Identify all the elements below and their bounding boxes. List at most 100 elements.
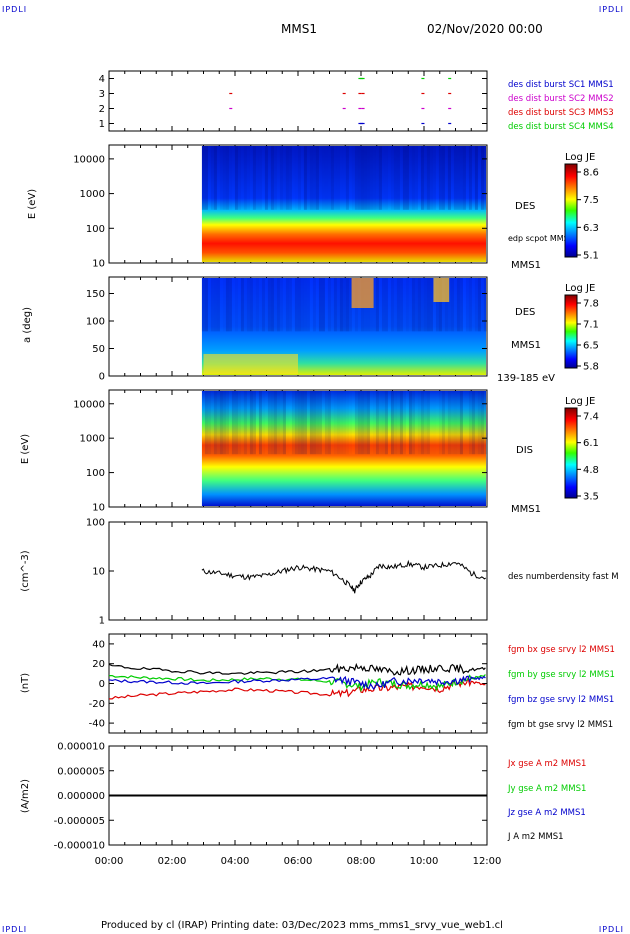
burst-mark [358, 122, 362, 125]
des-energy-strip [339, 146, 343, 210]
dis-energy-strip [219, 391, 223, 455]
des-pitch-strip [249, 278, 253, 332]
burst-panel-frame [108, 70, 488, 132]
des-pitch-strip [312, 278, 316, 332]
des-energy-strip [451, 146, 454, 210]
burst-mark [448, 77, 452, 80]
dis-energy-strip [396, 391, 400, 455]
burst-mark [448, 122, 452, 125]
des-pitch-strip [342, 278, 346, 332]
density-legend-label: des numberdensity fast M [508, 572, 619, 582]
des-pitch-y-tick-label: 150 [86, 289, 105, 300]
des-pitch-warm-patch [351, 278, 374, 308]
des-energy-strip [213, 146, 217, 210]
current-y-tick-label: 0.000000 [57, 791, 105, 802]
dis-energy-y-tick-label: 1000 [80, 434, 105, 445]
des-energy-strip [204, 146, 208, 210]
burst-legend-label: des dist burst SC3 MMS3 [508, 108, 614, 118]
des-pitch-strip [285, 278, 289, 332]
des-pitch-strip [345, 278, 349, 332]
des-pitch-strip [288, 278, 292, 332]
des-energy-strip [276, 146, 280, 210]
dis-energy-strip [303, 391, 307, 455]
dis-energy-colorbar-tick-label: 7.4 [583, 412, 599, 423]
des-pitch-strip [222, 278, 226, 332]
bfield-y-tick-label: 40 [92, 639, 105, 650]
current-y-tick-label: -0.000010 [54, 841, 105, 852]
des-pitch-strip [390, 278, 394, 332]
des-pitch-colorbar-tick-label: 7.1 [583, 320, 599, 331]
des-energy-strip [483, 146, 487, 210]
density-y-tick-label: 10 [92, 567, 105, 578]
burst-mark [342, 92, 346, 95]
des-pitch-strip [477, 278, 481, 332]
bfield-y-tick-label: -20 [89, 699, 105, 710]
dis-energy-strip [354, 391, 358, 455]
des-energy-strip [246, 146, 250, 210]
des-energy-strip [418, 146, 421, 210]
current-y-label: (A/m2) [20, 779, 31, 813]
des-energy-strip [411, 146, 415, 210]
density-frame [108, 521, 488, 621]
bfield-y-tick-label: 0 [99, 679, 105, 690]
dis-energy-y-tick-label: 10 [92, 503, 105, 514]
dis-energy-strip [393, 391, 397, 455]
des-energy-strip [349, 146, 352, 210]
des-energy-strip [438, 146, 442, 210]
des-pitch-strip [201, 278, 205, 332]
footer-credits: Produced by cl (IRAP) Printing date: 03/… [101, 920, 503, 931]
current-legend-label: Jx gse A m2 MMS1 [507, 759, 586, 769]
des-energy-strip [342, 146, 346, 210]
des-energy-strip [306, 146, 310, 210]
des-pitch-strip [459, 278, 463, 332]
des-pitch-strip [435, 278, 439, 332]
des-pitch-strip [468, 278, 472, 332]
des-energy-strip [279, 146, 283, 210]
des-pitch-strip [384, 278, 388, 332]
edp-scpot-label: edp scpot MMS1 [508, 234, 574, 243]
des-pitch-strip [388, 278, 391, 331]
des-energy-strip [252, 146, 256, 210]
des-energy-y-tick-label: 100 [86, 224, 105, 235]
burst-mark [358, 107, 362, 110]
burst-legend-label: des dist burst SC2 MMS2 [508, 94, 614, 104]
burst-mark [229, 107, 233, 110]
dis-energy-strip [321, 391, 325, 455]
burst-mark [360, 77, 363, 80]
des-energy-strip [267, 146, 271, 210]
burst-mark [421, 122, 425, 125]
dis-energy-strip [330, 391, 334, 455]
bfield-legend-label: fgm bx gse srvy l2 MMS1 [508, 645, 615, 655]
corner-mark-top-right: IPDLI [598, 5, 624, 14]
des-pitch-strip [327, 278, 331, 332]
des-energy-y-tick-label: 10000 [73, 154, 105, 165]
des-energy-strip [456, 146, 460, 210]
des-pitch-strip [423, 278, 427, 332]
density-y-tick-label: 100 [86, 518, 105, 529]
burst-y-tick-label: 2 [99, 104, 105, 115]
x-tick-label: 02:00 [158, 856, 187, 867]
des-energy-colorbar-tick-label: 6.3 [583, 223, 599, 234]
des-energy-strip [336, 146, 340, 210]
des-energy-strip [303, 146, 307, 210]
des-pitch-strip [243, 278, 247, 332]
des-pitch-energy-range: 139-185 eV [497, 373, 555, 384]
des-energy-strip [217, 146, 220, 210]
des-pitch-strip [325, 278, 328, 331]
des-energy-strip [315, 146, 319, 210]
dis-energy-strip [378, 391, 382, 455]
dis-energy-strip [228, 391, 232, 455]
dis-energy-strip [471, 391, 475, 455]
current-y-tick-label: 0.000010 [57, 742, 105, 753]
des-pitch-strip [264, 278, 268, 332]
des-energy-strip [420, 146, 424, 210]
dis-energy-strip [363, 391, 367, 455]
dis-energy-strip [462, 391, 466, 455]
des-energy-strip [378, 146, 382, 210]
des-energy-strip [462, 146, 466, 210]
des-energy-heatmap [201, 146, 487, 262]
des-pitch-colorbar-title: Log JE [565, 283, 595, 294]
des-energy-strip [369, 146, 373, 210]
des-pitch-strip [261, 278, 265, 332]
